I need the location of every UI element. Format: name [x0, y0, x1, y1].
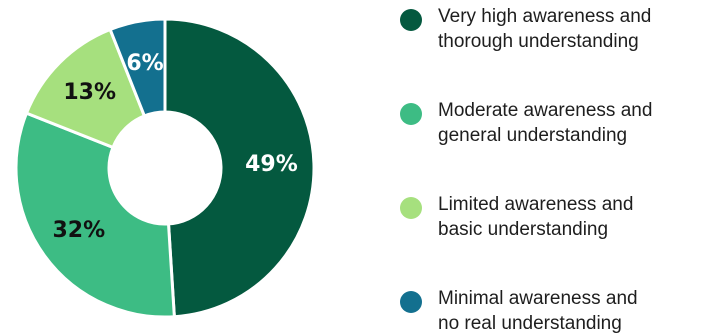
slice-label-moderate: 32%	[53, 218, 106, 243]
legend-label: Very high awareness and thorough underst…	[438, 4, 706, 54]
legend-label: Moderate awareness and general understan…	[438, 98, 706, 148]
legend-swatch	[400, 291, 422, 313]
slice-label-limited: 13%	[63, 80, 116, 105]
legend-label-line2: general understanding	[438, 125, 628, 146]
legend-label-line2: thorough understanding	[438, 31, 639, 52]
legend-label-line1: Moderate awareness and	[438, 100, 653, 121]
donut-chart: 49% 32% 13% 6%	[14, 17, 316, 319]
legend-label: Limited awareness and basic understandin…	[438, 192, 706, 242]
legend-label: Minimal awareness and no real understand…	[438, 286, 706, 336]
slice-label-minimal: 6%	[126, 51, 163, 76]
slice-moderate	[14, 111, 176, 319]
slice-label-very-high: 49%	[245, 152, 298, 177]
legend-swatch	[400, 9, 422, 31]
slice-minimal	[108, 17, 167, 118]
legend-label-line1: Limited awareness and	[438, 194, 634, 215]
legend-label-line1: Minimal awareness and	[438, 288, 638, 309]
legend-label-line2: no real understanding	[438, 313, 622, 334]
slice-very-high	[163, 17, 316, 319]
legend-label-line1: Very high awareness and	[438, 6, 652, 27]
legend-label-line2: basic understanding	[438, 219, 609, 240]
legend-swatch	[400, 103, 422, 125]
legend-swatch	[400, 197, 422, 219]
